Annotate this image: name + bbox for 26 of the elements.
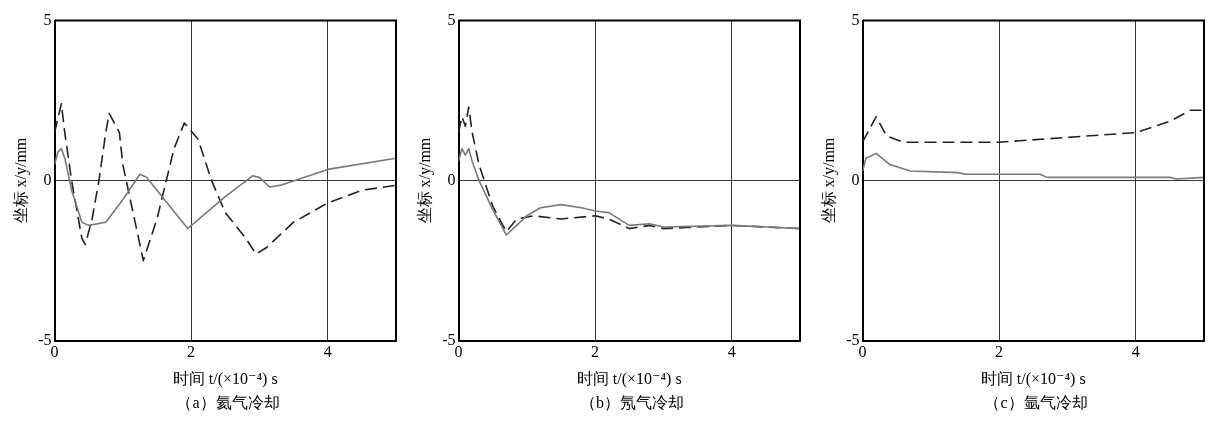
x-axis-title: 时间 t/(×10⁻⁴) s [172, 369, 278, 388]
x-tick-label: 4 [323, 343, 332, 361]
x-tick-label: 4 [727, 343, 736, 361]
x-tick-label: 2 [187, 343, 196, 361]
y-tick-label: 0 [447, 170, 456, 188]
text: （b）氖气冷却 [579, 393, 685, 413]
y-tick-label: 0 [43, 170, 52, 188]
text: （c）氩气冷却 [983, 393, 1089, 413]
y-axis-title: 坐标 x/y/mm [819, 137, 838, 224]
y-tick-label: -5 [38, 330, 52, 348]
y-tick-label: 5 [851, 10, 860, 28]
y-tick-label: -5 [846, 330, 860, 348]
y-tick-label: -5 [442, 330, 456, 348]
y-tick-label: 5 [43, 10, 52, 28]
y-tick-label: 0 [851, 170, 860, 188]
y-tick-label: 5 [447, 10, 456, 28]
x-tick-label: 4 [1131, 343, 1140, 361]
x-tick-label: 2 [995, 343, 1004, 361]
y-axis-title: 坐标 x/y/mm [11, 137, 30, 224]
line-series [862, 109, 1204, 143]
line-series [54, 103, 396, 262]
text: （a）氦气冷却 [175, 393, 281, 413]
x-axis-title: 时间 t/(×10⁻⁴) s [980, 369, 1086, 388]
y-axis-title: 坐标 x/y/mm [415, 137, 434, 224]
x-tick-label: 2 [591, 343, 600, 361]
x-axis-title: 时间 t/(×10⁻⁴) s [576, 369, 682, 388]
